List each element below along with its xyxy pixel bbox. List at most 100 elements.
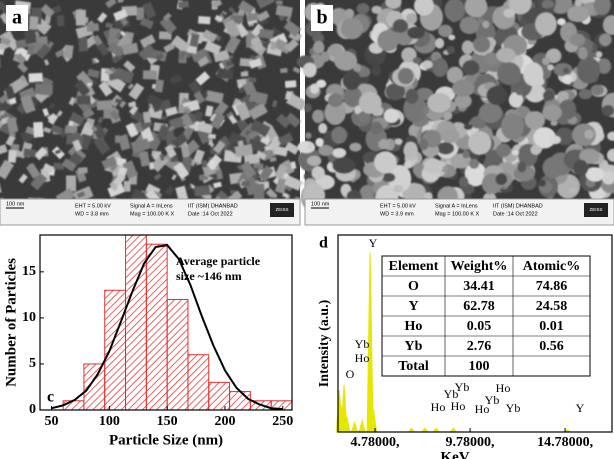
y-tick-label: 10 bbox=[22, 310, 36, 325]
peak-label: Ho bbox=[496, 381, 511, 395]
grain bbox=[264, 145, 272, 151]
grain bbox=[240, 160, 257, 179]
grain bbox=[332, 157, 356, 174]
grain bbox=[4, 85, 16, 100]
grain bbox=[542, 104, 562, 121]
grain bbox=[35, 43, 52, 60]
table-cell: Yb bbox=[405, 339, 423, 354]
grain bbox=[397, 68, 414, 85]
grain bbox=[237, 82, 244, 89]
grain bbox=[542, 157, 563, 179]
sem-image: b 100 nm EHT = 5.00 kV WD = 3.9 mm Signal A … bbox=[296, 0, 614, 226]
grain bbox=[406, 13, 418, 25]
grain bbox=[239, 57, 253, 67]
grain bbox=[178, 0, 189, 9]
grain bbox=[246, 12, 260, 22]
grain bbox=[392, 19, 409, 33]
grain bbox=[139, 34, 156, 49]
sem-logo: ZEISS bbox=[275, 207, 288, 212]
grain bbox=[472, 36, 491, 53]
grain bbox=[96, 99, 113, 111]
grain bbox=[84, 121, 92, 129]
grain bbox=[578, 48, 588, 60]
grain bbox=[17, 62, 29, 74]
grain bbox=[98, 81, 113, 97]
table-cell: 100 bbox=[469, 359, 490, 374]
grain bbox=[214, 14, 224, 23]
grain bbox=[542, 57, 551, 65]
grain bbox=[40, 4, 55, 19]
grain bbox=[511, 150, 519, 156]
peak-label: Ho bbox=[475, 402, 490, 416]
grain bbox=[164, 185, 175, 196]
sem-mag: Mag = 100.00 K X bbox=[435, 211, 480, 217]
x-tick-label: 14.78000, bbox=[537, 435, 593, 450]
table-cell: 74.86 bbox=[536, 279, 568, 294]
grain bbox=[394, 138, 403, 145]
grain bbox=[541, 0, 555, 9]
grain bbox=[228, 114, 238, 125]
grain bbox=[153, 173, 162, 181]
grain bbox=[5, 134, 16, 147]
grain bbox=[197, 56, 210, 68]
grain bbox=[204, 105, 214, 117]
grain bbox=[377, 29, 399, 52]
grain bbox=[598, 33, 612, 47]
grain bbox=[427, 92, 451, 113]
grain bbox=[226, 111, 234, 118]
panel-label: b bbox=[316, 7, 327, 29]
grain bbox=[116, 34, 132, 49]
sem-grains bbox=[296, 0, 614, 213]
grain bbox=[113, 8, 128, 21]
grain bbox=[356, 3, 370, 15]
x-tick-label: 100 bbox=[99, 414, 120, 429]
grain bbox=[92, 34, 103, 46]
grain bbox=[535, 12, 557, 36]
grain bbox=[241, 180, 251, 187]
grain bbox=[286, 93, 307, 112]
logo-box bbox=[270, 203, 294, 217]
grain bbox=[26, 44, 35, 56]
x-tick-label: 150 bbox=[157, 414, 178, 429]
grain bbox=[461, 40, 474, 55]
grain bbox=[279, 67, 288, 74]
grain bbox=[77, 167, 88, 174]
grain bbox=[318, 123, 328, 134]
grain bbox=[56, 14, 65, 27]
grain bbox=[129, 105, 139, 116]
y-tick-label: 0 bbox=[29, 402, 36, 417]
grain bbox=[236, 78, 247, 86]
grain bbox=[20, 74, 27, 83]
grain bbox=[284, 38, 299, 53]
x-axis-title: Particle Size (nm) bbox=[109, 432, 223, 448]
grain bbox=[115, 98, 123, 104]
bar bbox=[62, 400, 85, 411]
bar bbox=[187, 354, 210, 411]
grain bbox=[435, 38, 445, 49]
grain bbox=[357, 111, 369, 122]
grain bbox=[119, 100, 127, 109]
grain bbox=[421, 60, 433, 69]
grain bbox=[195, 111, 203, 123]
grain bbox=[43, 126, 52, 134]
grain bbox=[423, 158, 444, 174]
grain bbox=[458, 176, 469, 188]
grain bbox=[239, 94, 258, 113]
grain bbox=[189, 33, 200, 48]
grain bbox=[159, 16, 178, 35]
grain bbox=[340, 17, 364, 40]
y-axis-title: Intensity (a.u.) bbox=[317, 299, 332, 387]
y-tick-label: 15 bbox=[22, 264, 36, 279]
grain bbox=[585, 167, 605, 182]
plot-frame bbox=[39, 234, 293, 411]
grain bbox=[89, 77, 99, 86]
grain bbox=[607, 131, 614, 141]
grain bbox=[202, 160, 208, 168]
grain bbox=[148, 161, 155, 170]
grain bbox=[309, 83, 320, 94]
grain bbox=[401, 47, 417, 63]
grain bbox=[50, 124, 63, 135]
grain bbox=[127, 101, 137, 108]
grain bbox=[601, 170, 614, 185]
grain bbox=[193, 184, 211, 197]
